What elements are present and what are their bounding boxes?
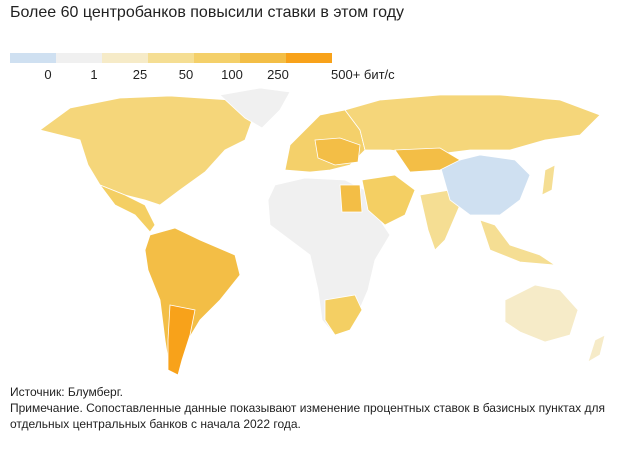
australia [504, 284, 579, 343]
greenland [219, 87, 291, 129]
egypt [339, 184, 363, 213]
map: 0 1 25 50 100 250 500+ бит/с [10, 53, 606, 376]
legend-label: 50 [179, 67, 193, 82]
kazakhstan [394, 147, 461, 173]
legend-swatch [56, 53, 102, 63]
north-america [39, 95, 256, 206]
note: Примечание. Сопоставленные данные показы… [10, 401, 606, 431]
middle-east [361, 174, 416, 226]
footer: Источник: Блумберг. Примечание. Сопостав… [10, 384, 630, 432]
legend: 0 1 25 50 100 250 500+ бит/с [10, 53, 395, 82]
legend-swatch [194, 53, 240, 63]
legend-swatch [240, 53, 286, 63]
south-america [144, 227, 241, 373]
southern-africa [324, 294, 363, 336]
central-america [98, 184, 156, 233]
china [439, 154, 531, 216]
argentina [167, 304, 196, 376]
legend-label: 250 [267, 67, 289, 82]
legend-label: 500+ бит/с [331, 67, 395, 82]
source: Источник: Блумберг. [10, 385, 123, 399]
legend-label: 0 [44, 67, 51, 82]
southeast-asia [479, 219, 556, 266]
legend-label: 1 [90, 67, 97, 82]
legend-label: 25 [133, 67, 147, 82]
legend-label: 100 [221, 67, 243, 82]
japan [541, 164, 556, 196]
legend-swatch [286, 53, 332, 63]
legend-swatch [10, 53, 56, 63]
title: Более 60 центробанков повысили ставки в … [10, 4, 405, 21]
russia [344, 94, 601, 156]
new-zealand [587, 334, 606, 363]
legend-swatch [148, 53, 194, 63]
legend-swatch [102, 53, 148, 63]
eastern-europe [314, 137, 361, 166]
